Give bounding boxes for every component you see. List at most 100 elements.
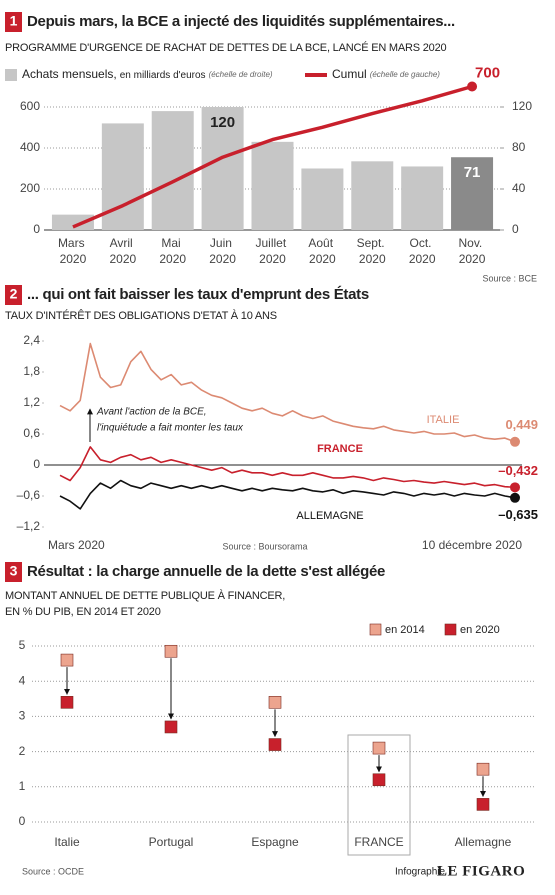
highlight-box — [347, 734, 411, 856]
legend-label: en 2020 — [460, 624, 500, 636]
section-title: Depuis mars, la BCE a injecté des liquid… — [27, 13, 455, 30]
x-tick-line: Août — [308, 236, 336, 250]
y-tick-label: 200 — [20, 181, 40, 195]
x-tick-label: Août 2020 — [308, 236, 336, 266]
dot — [372, 773, 386, 787]
cumulative-line — [72, 84, 473, 229]
y-tick-label: 0 — [19, 814, 26, 828]
legend-unit: en milliards d'euros — [120, 70, 206, 81]
y2-tick-label: 0 — [512, 222, 519, 236]
x-tick-line: 2020 — [459, 252, 486, 266]
y-tick-label: 600 — [20, 99, 40, 113]
bar-value-label: 71 — [464, 164, 481, 181]
bar — [201, 107, 244, 230]
section-badge — [5, 285, 22, 305]
end-dot — [510, 482, 520, 493]
x-tick-label: Oct. 2020 — [409, 236, 436, 266]
line-value-label: 700 — [475, 64, 500, 81]
dot — [268, 738, 282, 751]
bar — [301, 168, 344, 230]
x-tick-line: 2020 — [60, 252, 87, 266]
bar — [51, 214, 94, 230]
legend-swatch — [5, 69, 17, 81]
x-tick-label: Espagne — [251, 835, 299, 849]
x-tick-label: Italie — [54, 835, 80, 849]
y-tick-label: 400 — [20, 140, 40, 154]
x-tick-line: Juin — [210, 236, 235, 250]
x-tick-line: 2020 — [359, 252, 386, 266]
end-dot — [510, 436, 520, 447]
bar-value-label: 120 — [210, 114, 235, 131]
section-badge — [5, 562, 22, 582]
y2-tick-label: 40 — [512, 181, 526, 195]
dot — [476, 762, 490, 776]
series-name: ALLEMAGNE — [296, 510, 363, 522]
x-tick-label: Mars 2020 — [58, 236, 88, 266]
series-name: ITALIE — [427, 414, 460, 426]
x-tick-label: FRANCE — [354, 835, 403, 849]
x-tick-label: Mai 2020 — [159, 236, 186, 266]
legend-swatch — [369, 623, 382, 636]
source: Source : OCDE — [22, 866, 84, 876]
y-tick-label: 0 — [33, 222, 40, 236]
x-tick-line: 2020 — [209, 252, 236, 266]
legend-name: Achats mensuels, — [22, 67, 117, 81]
legend-label: Achats mensuels, en milliards d'euros (éch… — [22, 67, 273, 81]
x-tick-line: Avril — [110, 236, 136, 250]
x-tick-label: Juin 2020 — [209, 236, 236, 266]
rate-line — [59, 479, 516, 510]
x-tick-line: Mars — [58, 236, 88, 250]
y2-tick-label: 80 — [512, 140, 526, 154]
y-tick-label: 5 — [19, 638, 26, 652]
x-tick-line: 2020 — [259, 252, 286, 266]
end-value-label: –0,635 — [498, 507, 538, 522]
bar — [151, 111, 194, 230]
x-tick-label: Avril 2020 — [109, 236, 136, 266]
line-end-dot — [467, 81, 478, 92]
x-tick-line: 2020 — [109, 252, 136, 266]
bar — [451, 157, 494, 230]
y-tick-label: 0 — [33, 457, 40, 471]
section-badge — [5, 12, 22, 32]
section-title: ... qui ont fait baisser les taux d'empr… — [27, 286, 369, 303]
end-dot — [510, 492, 520, 503]
x-tick-label: 10 décembre 2020 — [422, 538, 522, 552]
subtitle: PROGRAMME D'URGENCE DE RACHAT DE DETTES … — [5, 41, 447, 54]
bar — [251, 141, 294, 230]
legend-label: en 2014 — [385, 624, 425, 636]
x-tick-line: 2020 — [409, 252, 436, 266]
section-title: Résultat : la charge annuelle de la dett… — [27, 563, 385, 580]
x-tick-line: 2020 — [159, 252, 186, 266]
dot — [372, 741, 386, 755]
dot — [268, 696, 282, 709]
footer-credit: Infographie — [395, 867, 445, 878]
subtitle: TAUX D'INTÉRÊT DES OBLIGATIONS D'ETAT À … — [5, 309, 277, 322]
source: Source : Boursorama — [222, 541, 307, 551]
bar — [351, 161, 394, 230]
x-tick-line: 2020 — [309, 252, 336, 266]
x-tick-line: Juillet — [255, 236, 289, 250]
end-value-label: –0,432 — [498, 463, 538, 478]
rate-line — [59, 342, 516, 443]
dot — [60, 653, 74, 667]
legend-note: (échelle de droite) — [209, 70, 273, 79]
x-tick-label: Mars 2020 — [48, 538, 105, 552]
x-tick-label: Nov. 2020 — [458, 236, 485, 266]
x-tick-label: Portugal — [149, 835, 194, 849]
series-name: FRANCE — [317, 443, 363, 455]
footer-brand: LE FIGARO — [437, 863, 525, 879]
subtitle: MONTANT ANNUEL DE DETTE PUBLIQUE À FINAN… — [5, 589, 285, 602]
rate-line — [59, 446, 516, 489]
bar — [101, 123, 144, 230]
legend-name: Cumul — [332, 67, 367, 81]
annotation: Avant l'action de la BCE, — [96, 407, 207, 418]
y-tick-label: 0,6 — [23, 426, 40, 440]
dot — [476, 798, 490, 811]
legend-note: (échelle de gauche) — [370, 70, 441, 79]
y2-tick-label: 120 — [512, 99, 532, 113]
legend-label: Cumul (échelle de gauche) — [332, 67, 440, 81]
dot — [164, 644, 178, 658]
y-tick-label: 2,4 — [23, 333, 40, 347]
dot — [60, 696, 74, 709]
